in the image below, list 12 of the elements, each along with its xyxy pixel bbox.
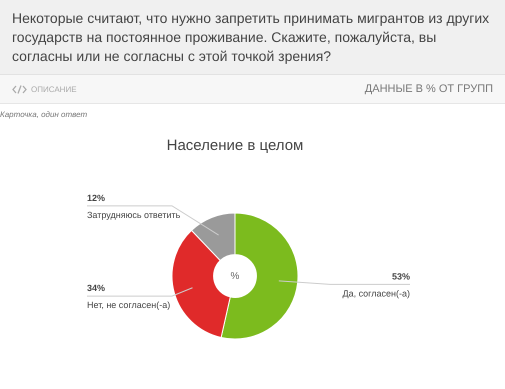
chart-subtitle: Население в целом	[166, 137, 304, 154]
text: ДАННЫЕ В % ОТ ГРУПП	[364, 83, 493, 95]
slice-label: Нет, не согласен(-а)	[87, 300, 170, 310]
text: %	[230, 270, 240, 282]
slice-label: Затрудняюсь ответить	[87, 210, 181, 220]
text: ОПИСАНИЕ	[30, 84, 77, 94]
data-label: 53%	[392, 271, 410, 282]
text: Карточка, один ответ	[0, 109, 88, 119]
chart-title: Некоторые считают, что нужно запретить принимать мигрантов из других государств на постоянное проживание. Скажите, пожалуйста, вы согласны или не согласны с этой точкой зрения?	[0, 0, 505, 75]
slice-label: Да, согласен(-а)	[342, 288, 410, 298]
data-label: 34%	[87, 283, 106, 294]
data-label: 12%	[87, 192, 106, 203]
